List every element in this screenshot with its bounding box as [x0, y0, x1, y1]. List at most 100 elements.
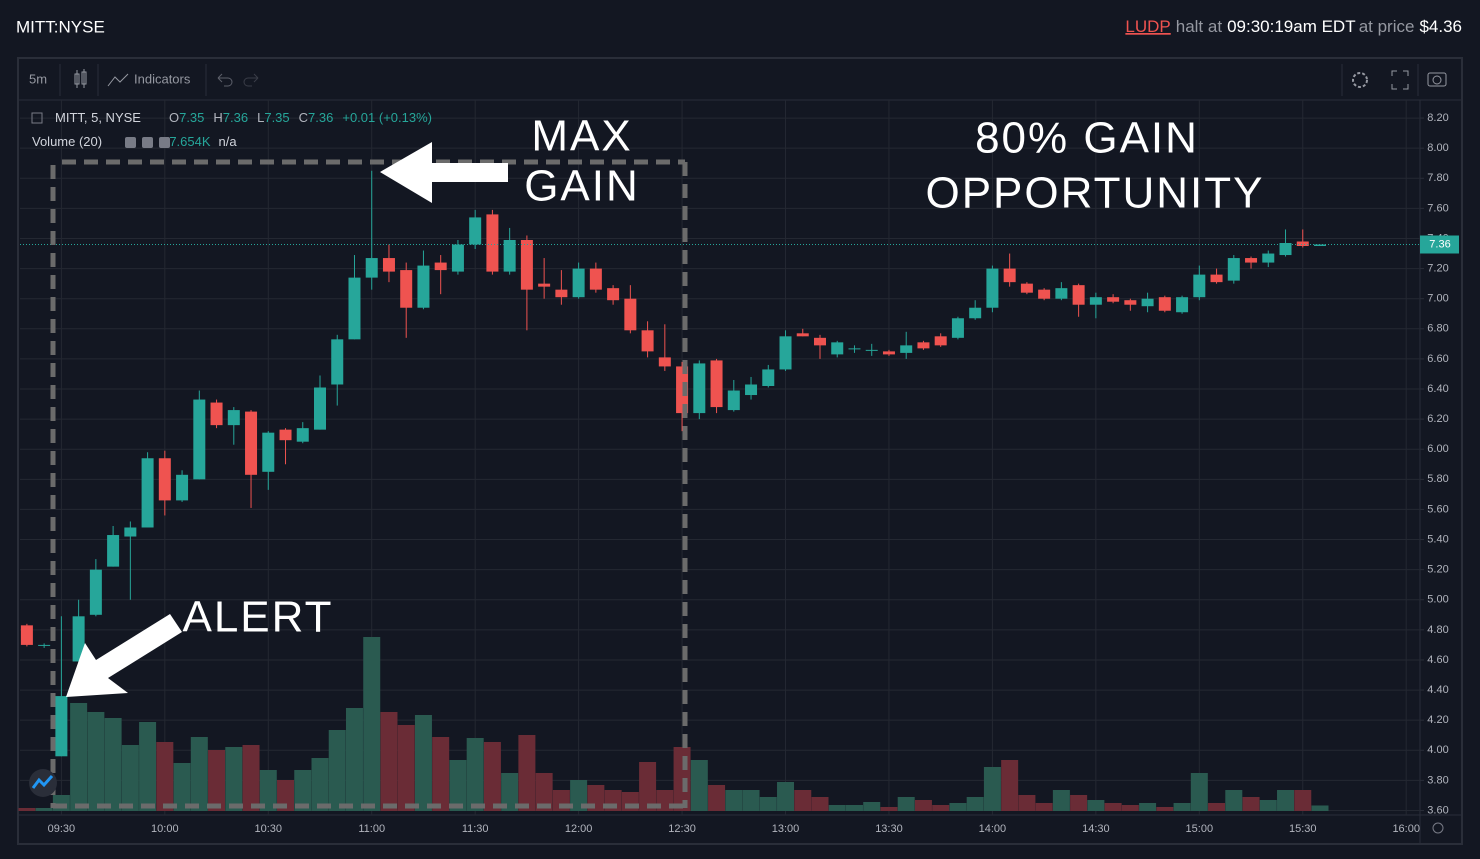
y-tick-label: 7.00: [1427, 293, 1448, 305]
volume-bar: [449, 760, 467, 811]
chart-panel: [17, 57, 1463, 845]
volume-bar: [501, 773, 519, 811]
candle-body: [503, 239, 516, 272]
undo-button[interactable]: [217, 73, 233, 87]
candle-body: [486, 214, 499, 272]
volume-bar: [639, 762, 657, 811]
halt-price: $4.36: [1419, 17, 1462, 36]
candle-body: [279, 429, 292, 441]
candle-body: [658, 357, 671, 367]
volume-bar: [70, 703, 88, 811]
legend-value: 7.35: [179, 110, 204, 125]
halt-symbol[interactable]: LUDP: [1125, 17, 1170, 36]
candle-body: [1279, 243, 1292, 256]
last-price-label: 7.36: [1429, 238, 1450, 250]
candle-body: [89, 569, 102, 615]
x-tick-label: 13:00: [772, 823, 800, 835]
volume-bar: [518, 735, 536, 811]
candle-body: [865, 349, 878, 351]
x-tick-label: 15:00: [1186, 823, 1214, 835]
candle-body: [641, 330, 654, 352]
candle-body: [1072, 285, 1085, 305]
candle-body: [1262, 253, 1275, 263]
candle-body: [727, 390, 740, 411]
y-tick-label: 3.60: [1427, 804, 1448, 816]
volume-bar: [1173, 803, 1191, 811]
chart-type-button[interactable]: [74, 69, 87, 88]
alert-arrow: [66, 614, 182, 697]
settings-button[interactable]: [1352, 72, 1368, 88]
volume-bar: [1001, 760, 1019, 811]
y-tick-label: 3.80: [1427, 774, 1448, 786]
annotation: ALERT: [182, 593, 333, 642]
volume-legend-icons[interactable]: [125, 137, 170, 148]
volume-bar: [208, 750, 226, 811]
screenshot-button[interactable]: [1427, 72, 1447, 87]
candle-body: [1089, 297, 1102, 305]
volume-bar: [708, 785, 726, 811]
volume-bar: [483, 742, 501, 811]
candle-body: [331, 339, 344, 385]
volume-bar: [914, 800, 932, 811]
legend-value: 7.35: [264, 110, 289, 125]
y-tick-label: 5.20: [1427, 564, 1448, 576]
range-box: [50, 159, 688, 809]
candle-body: [1193, 274, 1206, 298]
volume-bar: [1156, 807, 1174, 811]
x-tick-label: 14:00: [979, 823, 1007, 835]
candle-body: [1124, 300, 1137, 305]
fullscreen-button[interactable]: [1391, 70, 1409, 90]
y-tick-label: 5.80: [1427, 473, 1448, 485]
volume-bar: [18, 808, 36, 811]
volume-bar: [294, 770, 312, 811]
y-tick-label: 6.20: [1427, 413, 1448, 425]
volume-bar: [466, 738, 484, 811]
candle-body: [1158, 297, 1171, 311]
volume-bar: [1259, 800, 1277, 811]
halt-notice: LUDP halt at 09:30:19am EDT at price $4.36: [1125, 17, 1462, 36]
volume-bar: [1277, 790, 1295, 811]
volume-bar: [414, 715, 432, 811]
candle-body: [555, 289, 568, 298]
candle-body: [814, 337, 826, 346]
candle-body: [1314, 244, 1326, 247]
candle-body: [434, 262, 447, 271]
volume-bar: [259, 770, 277, 811]
halt-text: halt at: [1176, 17, 1223, 36]
volume-bar: [932, 805, 950, 811]
volume-bar: [1035, 803, 1053, 811]
candle-body: [314, 387, 326, 430]
volume-extra: n/a: [219, 134, 238, 149]
interval-button[interactable]: 5m: [29, 71, 47, 86]
x-tick-label: 14:30: [1082, 823, 1110, 835]
volume-bar: [535, 773, 553, 811]
candle-body: [262, 432, 275, 472]
axis-settings[interactable]: [1432, 822, 1444, 834]
candle-body: [451, 244, 464, 272]
candle-body: [1141, 298, 1154, 307]
candle-body: [365, 258, 378, 278]
volume-bar: [277, 780, 295, 811]
halt-text: at price: [1359, 17, 1415, 36]
volume-bar: [225, 747, 243, 811]
volume-bar: [1070, 795, 1088, 811]
volume-bar: [1242, 797, 1260, 811]
collapse-button[interactable]: [31, 112, 43, 124]
candle-body: [417, 265, 430, 308]
redo-button[interactable]: [243, 73, 259, 87]
candle-body: [296, 428, 309, 442]
indicators-button[interactable]: Indicators: [134, 71, 191, 86]
x-tick-label: 12:30: [668, 823, 696, 835]
volume-bar: [1190, 773, 1208, 811]
annotation: GAIN: [524, 162, 640, 211]
candle-body: [1003, 268, 1016, 283]
y-tick-label: 7.80: [1427, 172, 1448, 184]
volume-bar: [811, 797, 829, 811]
candle-body: [986, 268, 999, 308]
volume-bar: [121, 745, 139, 811]
halt-time: 09:30:19am EDT: [1227, 17, 1355, 36]
volume-bar: [949, 803, 967, 811]
candle-body: [1245, 258, 1258, 263]
volume-bar: [139, 722, 157, 811]
volume-bar: [156, 742, 174, 811]
